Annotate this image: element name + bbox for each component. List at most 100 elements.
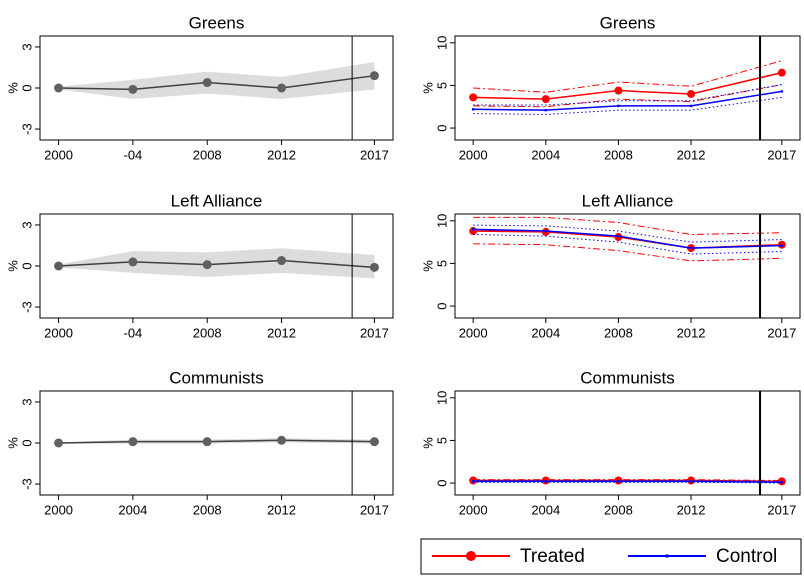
plot-frame [454, 213, 801, 319]
legend-marker [466, 551, 476, 561]
y-tick-label: 3 [19, 43, 34, 50]
y-tick-label: -3 [19, 123, 34, 135]
y-tick-label: 5 [434, 82, 449, 89]
x-tick-label: 2017 [360, 325, 389, 340]
legend-marker [665, 554, 669, 558]
y-tick-label: 5 [434, 437, 449, 444]
y-tick-label: 10 [434, 391, 449, 405]
y-axis-label: % [5, 260, 20, 272]
point [128, 437, 138, 447]
point [277, 256, 287, 266]
x-tick-label: 2000 [459, 502, 488, 517]
line [473, 230, 782, 249]
y-tick-label: -3 [19, 478, 34, 490]
marker [617, 234, 620, 238]
panel-title: Greens [600, 13, 656, 32]
legend-label: Control [716, 546, 777, 567]
marker [544, 108, 547, 112]
point [369, 71, 379, 81]
marker [471, 480, 475, 483]
marker [544, 229, 547, 233]
x-tick-label: 2012 [677, 325, 706, 340]
marker [617, 480, 620, 483]
point [369, 262, 379, 272]
x-tick-label: 2004 [531, 147, 560, 162]
y-axis-label: % [5, 82, 20, 94]
marker [614, 86, 623, 95]
x-tick-label: 2004 [531, 325, 560, 340]
x-tick-label: 2008 [604, 147, 633, 162]
marker [471, 228, 475, 231]
ci-line [473, 243, 782, 262]
marker [471, 108, 475, 111]
x-tick-label: 2008 [193, 325, 222, 340]
y-axis-label: % [420, 82, 435, 94]
x-tick-label: 2012 [677, 502, 706, 517]
marker [689, 246, 693, 250]
point [128, 257, 138, 267]
marker [780, 244, 784, 247]
y-axis-label: % [420, 260, 435, 272]
x-tick-label: 2017 [767, 502, 796, 517]
y-tick-label: 0 [19, 439, 34, 446]
marker [689, 104, 693, 108]
ci-line [473, 84, 782, 106]
confidence-band [58, 62, 375, 99]
marker [780, 481, 784, 484]
point [128, 84, 138, 94]
x-tick-label: 2004 [531, 502, 560, 517]
point [54, 438, 64, 448]
plot-frame [454, 390, 801, 496]
y-tick-label: 10 [434, 36, 449, 50]
marker [777, 68, 786, 77]
x-tick-label: 2000 [44, 325, 73, 340]
point [202, 78, 212, 88]
plot-frame [454, 35, 801, 141]
x-tick-label: 2000 [44, 147, 73, 162]
x-tick-label: 2000 [459, 325, 488, 340]
point [202, 437, 212, 447]
line [473, 90, 782, 111]
y-tick-label: 0 [434, 479, 449, 486]
panel-title: Greens [189, 13, 245, 32]
ci-line [473, 224, 782, 243]
x-tick-label: 2012 [677, 147, 706, 162]
marker [689, 480, 693, 483]
y-tick-label: 3 [19, 398, 34, 405]
plot-frame [39, 35, 394, 141]
marker [544, 480, 547, 483]
point [277, 435, 287, 445]
point [54, 261, 64, 271]
x-tick-label: 2008 [193, 147, 222, 162]
x-tick-label: 2012 [267, 502, 296, 517]
ci-line [473, 84, 782, 108]
y-tick-label: 0 [434, 124, 449, 131]
x-tick-label: 2008 [604, 502, 633, 517]
ci-line [473, 96, 782, 115]
x-tick-label: 2000 [44, 502, 73, 517]
x-tick-label: 2000 [459, 147, 488, 162]
y-tick-label: 0 [434, 302, 449, 309]
point [369, 437, 379, 447]
x-tick-label: -04 [123, 147, 142, 162]
plot-frame [39, 390, 394, 496]
marker [617, 104, 620, 108]
x-tick-label: 2012 [267, 325, 296, 340]
panel-title: Left Alliance [582, 191, 674, 210]
panel-title: Communists [580, 368, 674, 387]
y-tick-label: 0 [19, 84, 34, 91]
y-tick-label: 3 [19, 221, 34, 228]
x-tick-label: 2008 [193, 502, 222, 517]
marker [469, 93, 478, 102]
y-tick-label: 0 [19, 262, 34, 269]
point [202, 260, 212, 270]
y-tick-label: -3 [19, 301, 34, 313]
ci-line [473, 60, 782, 93]
plot-frame [39, 213, 394, 319]
x-tick-label: 2017 [360, 147, 389, 162]
line [473, 71, 783, 100]
ci-line [473, 233, 782, 255]
point [54, 83, 64, 93]
